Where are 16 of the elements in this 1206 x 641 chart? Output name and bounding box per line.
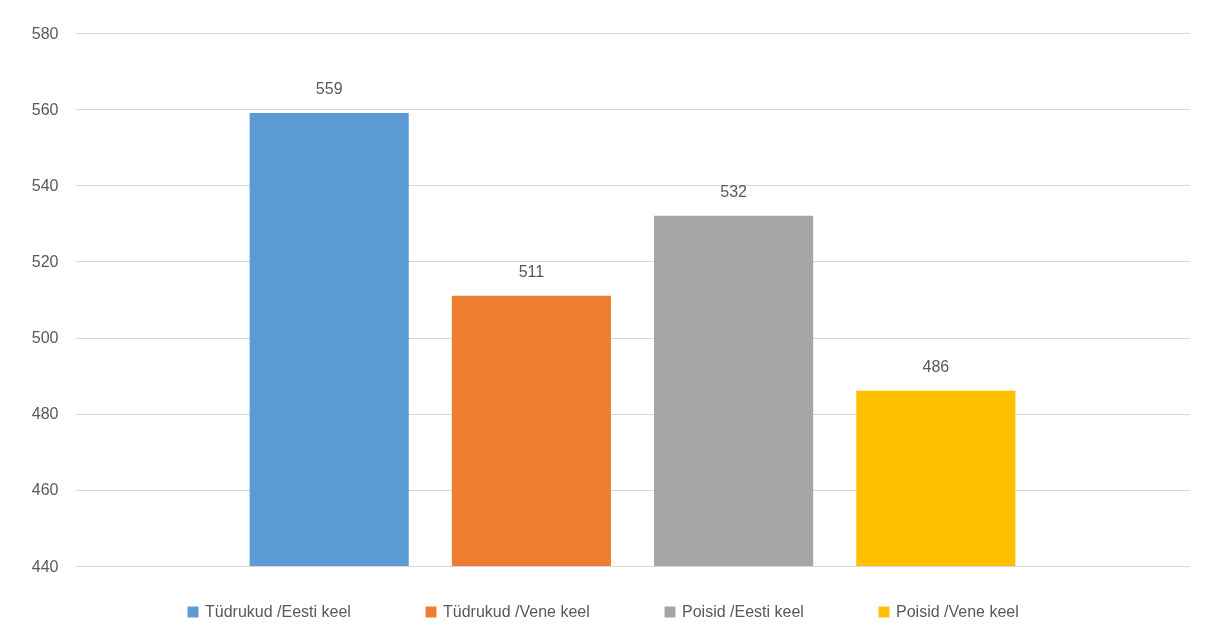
y-tick-label: 520 <box>31 252 59 270</box>
data-label: 511 <box>518 262 545 280</box>
data-label: 532 <box>720 182 748 200</box>
y-tick-label: 440 <box>31 557 59 575</box>
data-label: 486 <box>922 357 950 375</box>
legend-label: Poisid /Vene keel <box>896 603 1019 620</box>
data-label: 559 <box>315 79 343 97</box>
y-tick-label: 500 <box>31 329 59 347</box>
y-tick-label: 460 <box>31 481 59 499</box>
legend-label: Poisid /Eesti keel <box>682 603 804 620</box>
y-tick-label: 580 <box>31 24 59 42</box>
legend-label: Tüdrukud /Vene keel <box>443 603 590 620</box>
legend-label: Tüdrukud /Eesti keel <box>205 603 351 620</box>
y-tick-label: 540 <box>31 176 59 194</box>
y-tick-label: 560 <box>31 100 59 118</box>
y-tick-label: 480 <box>31 405 59 423</box>
